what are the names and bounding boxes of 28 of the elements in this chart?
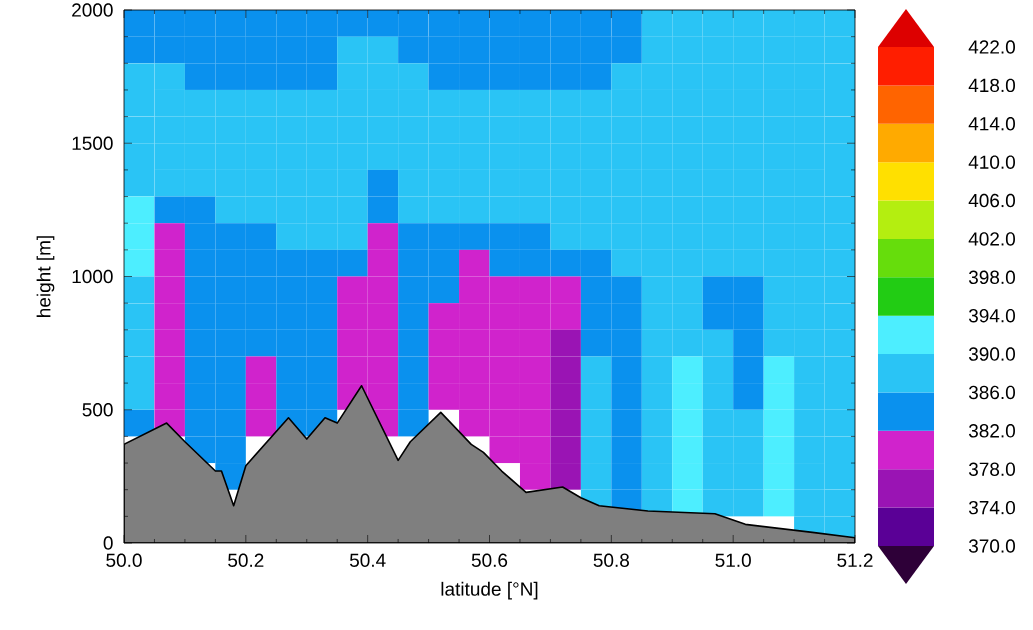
color-bar-label: 382.0 [968, 424, 1015, 438]
color-bar-label: 418.0 [968, 78, 1015, 93]
y-tick-label: 0 [103, 536, 113, 550]
y-axis-title: height [m] [36, 236, 55, 317]
x-tick-label: 50.8 [593, 553, 629, 567]
x-axis-title: latitude [°N] [441, 581, 538, 600]
color-bar-label: 422.0 [968, 40, 1015, 54]
x-tick-label: 51.0 [715, 553, 751, 567]
color-bar-label: 402.0 [968, 232, 1015, 246]
color-bar-label: 378.0 [968, 462, 1015, 476]
x-tick-label: 50.0 [106, 553, 142, 567]
color-bar-label: 398.0 [968, 270, 1015, 285]
color-bar-label: 374.0 [968, 500, 1015, 515]
color-bar-label: 370.0 [968, 539, 1015, 553]
x-tick-label: 50.4 [349, 553, 386, 567]
y-tick-label: 2000 [72, 3, 113, 17]
x-tick-label: 51.2 [837, 553, 873, 567]
x-tick-label: 50.2 [228, 553, 264, 567]
color-bar-label: 394.0 [968, 308, 1015, 323]
color-bar-label: 390.0 [968, 347, 1015, 361]
y-tick-label: 500 [82, 403, 113, 417]
color-bar-label: 406.0 [968, 193, 1015, 208]
y-tick-label: 1000 [72, 269, 113, 284]
color-bar-label: 414.0 [968, 117, 1015, 131]
color-bar-label: 410.0 [968, 155, 1015, 169]
x-tick-label: 50.6 [471, 553, 508, 567]
color-bar-label: 386.0 [968, 385, 1015, 400]
y-tick-label: 1500 [72, 136, 113, 150]
